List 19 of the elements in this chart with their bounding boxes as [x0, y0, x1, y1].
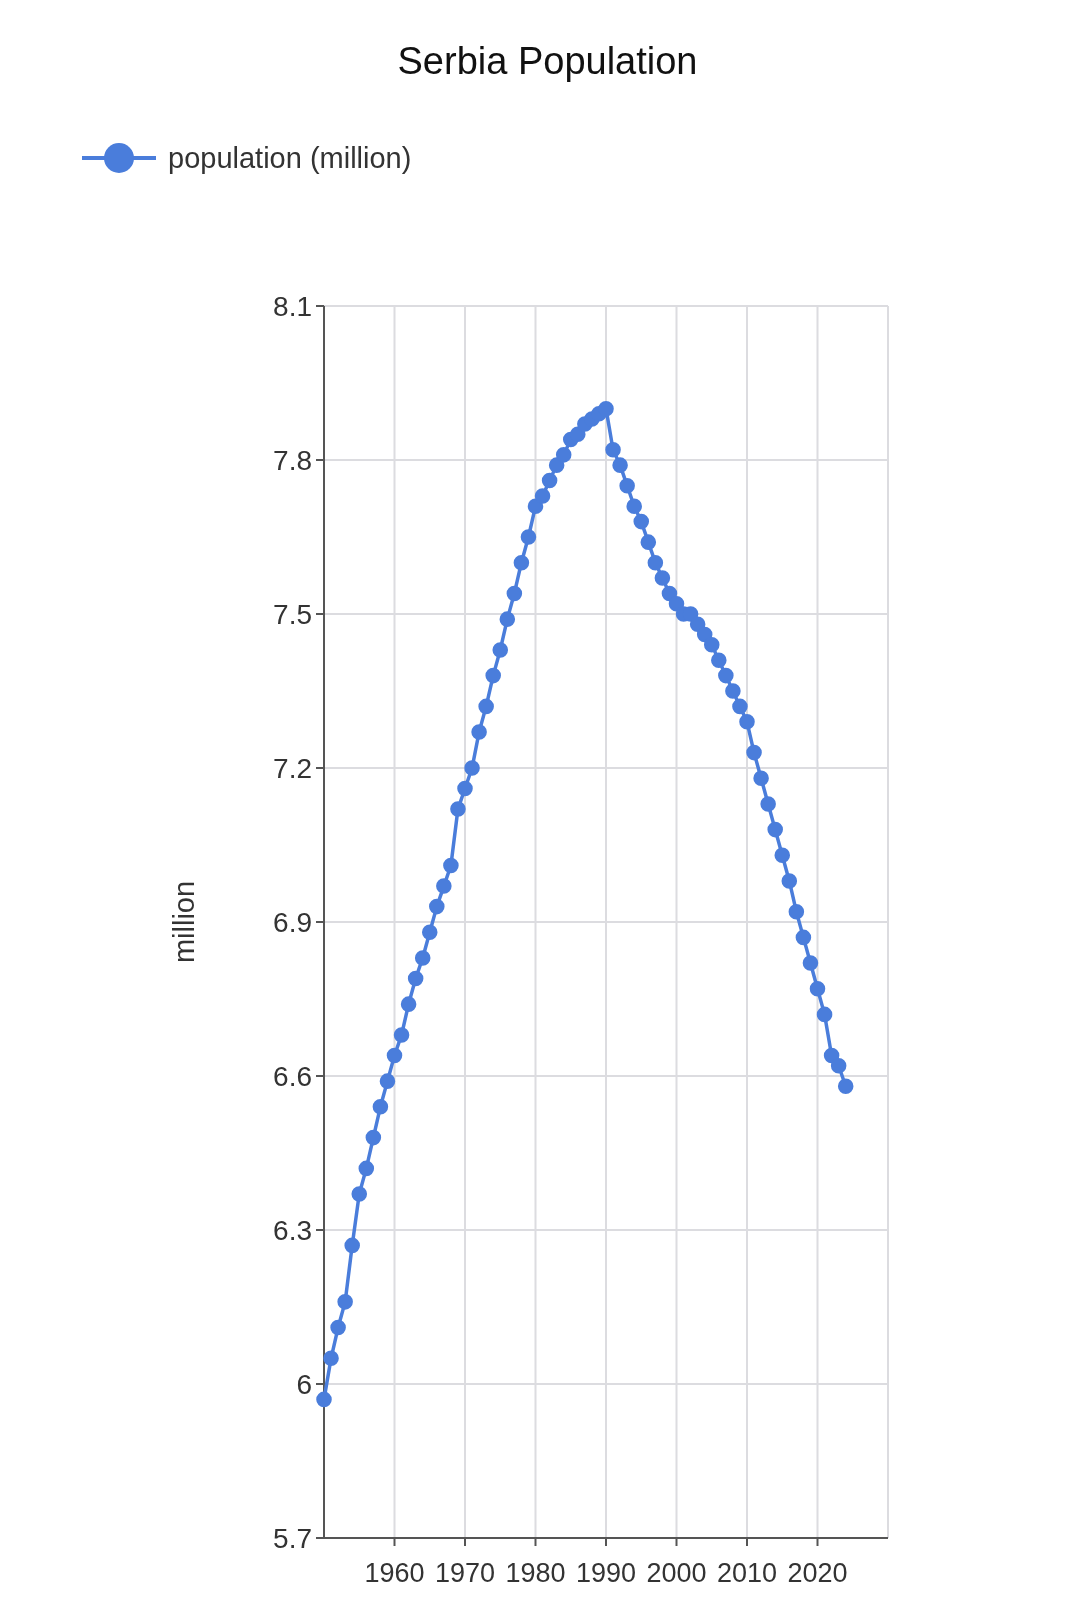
y-tick-label: 5.7 — [273, 1523, 312, 1554]
x-tick-label: 1970 — [434, 1558, 496, 1588]
x-tick-label: 1980 — [505, 1558, 566, 1588]
x-tick-label: 1960 — [364, 1558, 425, 1588]
y-axis-title: million — [168, 880, 200, 964]
y-tick-label: 7.8 — [273, 445, 312, 476]
x-tick-label: 2020 — [787, 1558, 848, 1588]
y-tick-label: 6.3 — [273, 1215, 312, 1246]
y-tick-label: 7.2 — [273, 753, 312, 784]
chart-title: Serbia Population — [397, 40, 698, 82]
y-tick-label: 6 — [296, 1369, 312, 1400]
y-tick-label: 6.9 — [273, 907, 312, 938]
y-tick-label: 8.1 — [273, 291, 312, 322]
y-tick-label: 7.5 — [273, 599, 312, 630]
legend-label: population (million) — [168, 142, 412, 174]
x-tick-label: 1990 — [575, 1558, 637, 1588]
x-tick-label: 2000 — [646, 1558, 707, 1588]
x-tick-label: 2010 — [716, 1558, 778, 1588]
y-tick-label: 6.6 — [273, 1061, 312, 1092]
